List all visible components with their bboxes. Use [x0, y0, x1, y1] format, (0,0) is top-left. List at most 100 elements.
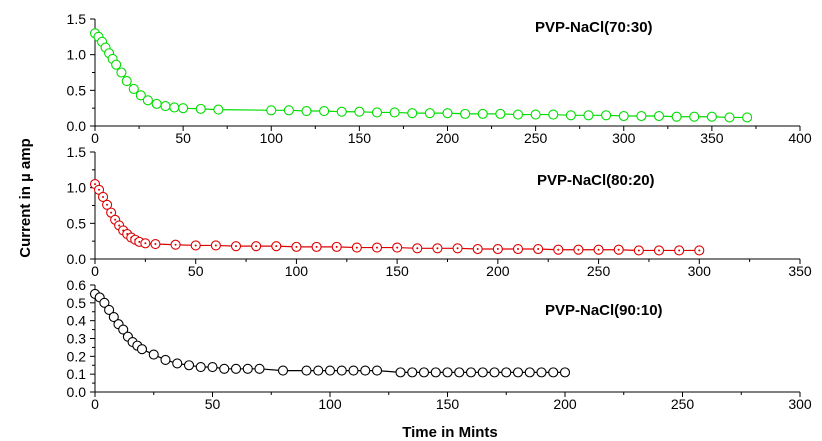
x-tick-label: 200 — [553, 396, 577, 412]
series-line — [94, 183, 700, 252]
y-tick-label: 0.5 — [67, 82, 87, 98]
data-point-dot — [557, 248, 560, 251]
data-point-dot — [295, 245, 298, 248]
data-point — [389, 107, 400, 118]
data-point-dot — [496, 248, 499, 251]
data-point-dot — [110, 211, 113, 214]
data-point — [116, 67, 127, 78]
data-point — [118, 324, 129, 335]
y-tick-label: 1.5 — [67, 144, 87, 160]
x-tick-label: 200 — [436, 130, 460, 146]
data-point — [442, 108, 453, 119]
data-point — [724, 112, 735, 123]
x-axis-label: Time in Mints — [402, 424, 498, 441]
data-point — [489, 367, 500, 378]
y-tick-label: 0.1 — [67, 366, 87, 382]
data-point — [108, 312, 119, 323]
data-point — [477, 367, 488, 378]
data-point — [495, 108, 506, 119]
data-point-dot — [255, 245, 258, 248]
data-point — [618, 110, 629, 122]
x-tick-label: 100 — [260, 130, 284, 146]
data-point-dot — [678, 249, 681, 252]
data-point — [454, 367, 465, 378]
x-tick-label: 300 — [612, 130, 636, 146]
data-point — [104, 304, 115, 316]
data-point — [548, 367, 559, 378]
data-point — [301, 365, 312, 376]
data-point — [512, 367, 524, 378]
panel-title: PVP-NaCl(80:20) — [537, 172, 655, 189]
data-point — [442, 367, 453, 378]
data-point — [407, 367, 418, 378]
x-tick-label: 250 — [587, 263, 611, 279]
panel-2: 0 50 100 150 200 250 300 350 0.0 0.5 1.0 1.5 PVP-NaC… — [67, 144, 812, 279]
data-point — [266, 105, 277, 116]
data-point — [424, 108, 435, 119]
x-tick-label: 50 — [188, 263, 204, 279]
x-tick-label: 350 — [700, 130, 724, 146]
x-tick-label: 0 — [91, 263, 99, 279]
data-point — [583, 110, 594, 121]
data-point — [319, 105, 330, 117]
series-line — [94, 32, 748, 119]
panel-title: PVP-NaCl(90:10) — [545, 302, 663, 319]
data-point-dot — [138, 240, 141, 243]
x-tick-label: 150 — [385, 263, 409, 279]
data-point — [501, 367, 512, 378]
y-tick-label: 0.6 — [67, 277, 87, 293]
data-point — [430, 367, 441, 378]
y-tick-label: 1.0 — [67, 47, 87, 63]
y-tick-label: 0.2 — [67, 348, 87, 364]
data-point-dot — [235, 245, 237, 248]
data-point — [283, 105, 294, 116]
data-point-dot — [335, 245, 338, 248]
data-point — [371, 107, 383, 118]
data-point — [160, 354, 171, 365]
x-tick-label: 50 — [205, 396, 221, 412]
data-point — [142, 95, 153, 106]
data-point-dot — [154, 243, 157, 246]
data-point — [160, 100, 171, 112]
data-point — [148, 349, 159, 360]
x-tick-label: 0 — [91, 396, 99, 412]
data-point — [169, 102, 180, 113]
x-tick-label: 100 — [285, 263, 309, 279]
data-point — [324, 365, 336, 376]
panel-1: 0 50 100 150 200 250 300 350 400 0.0 0.5 1.0 1.5 PVP-… — [67, 11, 812, 146]
data-point-dot — [456, 247, 459, 250]
data-point-dot — [315, 245, 318, 248]
data-point — [277, 365, 289, 376]
data-point-dot — [275, 245, 278, 248]
data-point — [336, 365, 347, 376]
data-point — [99, 297, 110, 308]
data-point — [135, 90, 146, 101]
data-point — [128, 83, 139, 94]
data-point — [524, 367, 535, 378]
data-point-dot — [396, 246, 399, 249]
data-point-dot — [118, 224, 121, 227]
data-point — [195, 103, 206, 114]
x-tick-label: 250 — [671, 396, 695, 412]
data-point — [407, 108, 418, 119]
data-point — [536, 367, 547, 378]
data-point — [230, 363, 242, 374]
y-tick-label: 0.0 — [67, 118, 87, 134]
x-tick-label: 300 — [788, 396, 812, 412]
data-point — [689, 111, 700, 122]
data-point — [671, 111, 682, 122]
data-point — [460, 108, 471, 119]
y-tick-label: 0.5 — [67, 215, 87, 231]
data-point — [742, 112, 753, 123]
data-point-dot — [698, 249, 701, 252]
data-point-dot — [416, 247, 419, 250]
data-point-dot — [577, 248, 580, 251]
data-point — [301, 105, 312, 117]
y-tick-label: 0.5 — [67, 295, 87, 311]
data-point-dot — [476, 248, 479, 251]
data-point — [207, 361, 218, 373]
data-point-dot — [114, 218, 117, 221]
data-point — [172, 358, 183, 369]
data-point — [601, 110, 612, 121]
data-point-dot — [617, 248, 620, 251]
